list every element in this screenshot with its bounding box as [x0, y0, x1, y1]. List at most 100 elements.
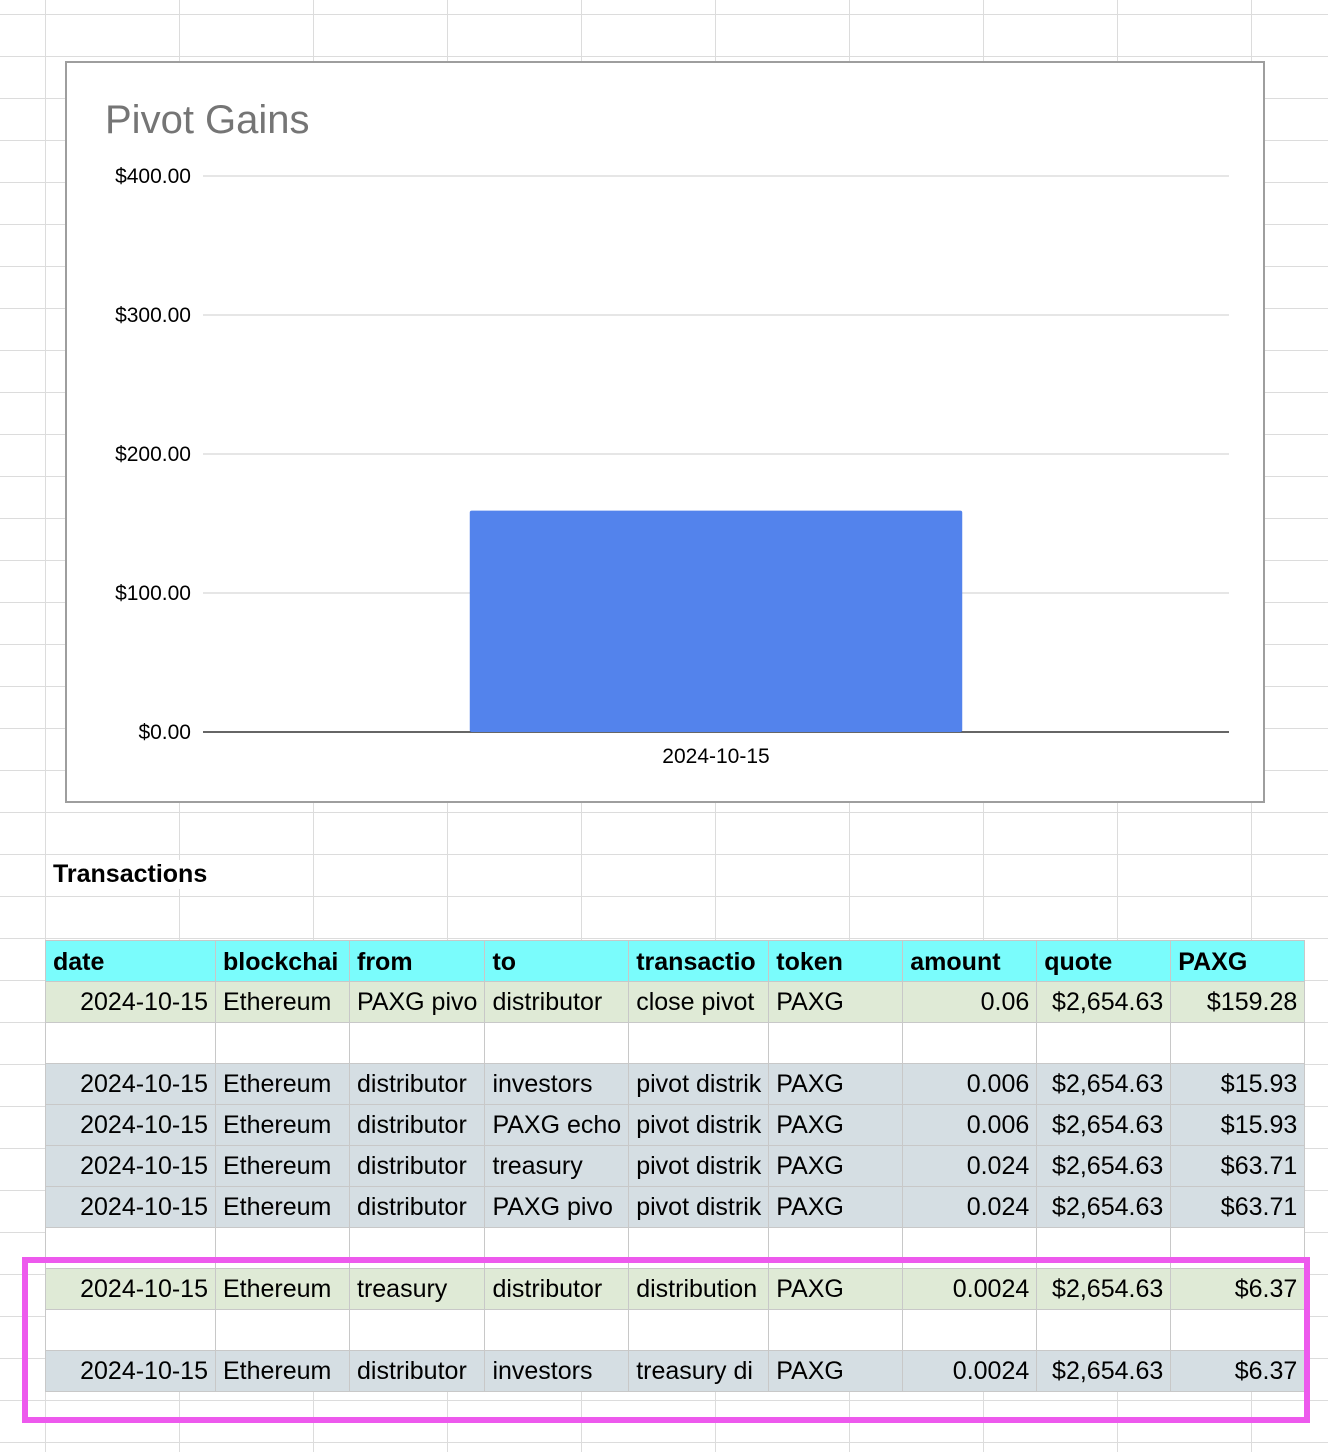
- cell-from[interactable]: [348, 1022, 486, 1064]
- cell-PAXG[interactable]: $63.71: [1170, 1145, 1306, 1187]
- cell-amount[interactable]: 0.024: [902, 1145, 1038, 1187]
- cell-token[interactable]: [768, 1022, 904, 1064]
- cell-PAXG[interactable]: $6.37: [1170, 1350, 1306, 1392]
- cell-date[interactable]: 2024-10-15: [45, 1268, 216, 1310]
- cell-amount[interactable]: [902, 1309, 1038, 1351]
- cell-quote[interactable]: $2,654.63: [1036, 1063, 1172, 1105]
- cell-to[interactable]: investors: [484, 1063, 630, 1105]
- bar[interactable]: [469, 510, 963, 732]
- cell-blockchain[interactable]: [215, 1227, 350, 1269]
- cell-to[interactable]: PAXG pivo: [484, 1186, 630, 1228]
- cell-blockchain[interactable]: Ethereum: [215, 981, 350, 1023]
- cell-transaction[interactable]: distribution: [628, 1268, 770, 1310]
- cell-blockchain[interactable]: [215, 1022, 350, 1064]
- cell-PAXG[interactable]: [1170, 1022, 1306, 1064]
- cell-quote[interactable]: $2,654.63: [1036, 1350, 1172, 1392]
- cell-quote[interactable]: [1036, 1227, 1172, 1269]
- cell-to[interactable]: PAXG echo: [484, 1104, 630, 1146]
- column-header-token[interactable]: token: [768, 940, 904, 982]
- cell-transaction[interactable]: pivot distrik: [628, 1186, 770, 1228]
- cell-transaction[interactable]: pivot distrik: [628, 1063, 770, 1105]
- cell-quote[interactable]: $2,654.63: [1036, 1186, 1172, 1228]
- column-header-transaction[interactable]: transactio: [628, 940, 770, 982]
- cell-blockchain[interactable]: [215, 1309, 350, 1351]
- cell-transaction[interactable]: treasury di: [628, 1350, 770, 1392]
- cell-date[interactable]: 2024-10-15: [45, 981, 216, 1023]
- cell-date[interactable]: 2024-10-15: [45, 1350, 216, 1392]
- cell-amount[interactable]: 0.006: [902, 1104, 1038, 1146]
- cell-blockchain[interactable]: Ethereum: [215, 1145, 350, 1187]
- chart[interactable]: Pivot Gains $0.00 $100.00 $200.00 $300.00 $4…: [65, 61, 1265, 803]
- cell-from[interactable]: distributor: [348, 1145, 486, 1187]
- column-header-amount[interactable]: amount: [902, 940, 1038, 982]
- cell-to[interactable]: [484, 1309, 630, 1351]
- cell-token[interactable]: PAXG: [768, 1104, 904, 1146]
- cell-quote[interactable]: [1036, 1309, 1172, 1351]
- cell-quote[interactable]: $2,654.63: [1036, 981, 1172, 1023]
- cell-from[interactable]: distributor: [348, 1350, 486, 1392]
- column-header-PAXG[interactable]: PAXG: [1170, 940, 1306, 982]
- cell-from[interactable]: PAXG pivo: [348, 981, 486, 1023]
- cell-token[interactable]: PAXG: [768, 1063, 904, 1105]
- cell-amount[interactable]: 0.06: [902, 981, 1038, 1023]
- cell-to[interactable]: [484, 1227, 630, 1269]
- cell-from[interactable]: [348, 1227, 486, 1269]
- cell-quote[interactable]: $2,654.63: [1036, 1145, 1172, 1187]
- cell-token[interactable]: PAXG: [768, 981, 904, 1023]
- cell-date[interactable]: 2024-10-15: [45, 1186, 216, 1228]
- cell-blockchain[interactable]: Ethereum: [215, 1063, 350, 1105]
- cell-to[interactable]: treasury: [484, 1145, 630, 1187]
- cell-amount[interactable]: [902, 1022, 1038, 1064]
- cell-to[interactable]: distributor: [484, 1268, 630, 1310]
- cell-quote[interactable]: $2,654.63: [1036, 1268, 1172, 1310]
- column-header-date[interactable]: date: [45, 940, 216, 982]
- cell-amount[interactable]: 0.006: [902, 1063, 1038, 1105]
- cell-from[interactable]: distributor: [348, 1104, 486, 1146]
- column-header-to[interactable]: to: [484, 940, 630, 982]
- cell-amount[interactable]: [902, 1227, 1038, 1269]
- column-header-quote[interactable]: quote: [1036, 940, 1172, 982]
- cell-transaction[interactable]: [628, 1022, 770, 1064]
- cell-blockchain[interactable]: Ethereum: [215, 1268, 350, 1310]
- cell-blockchain[interactable]: Ethereum: [215, 1350, 350, 1392]
- cell-token[interactable]: PAXG: [768, 1145, 904, 1187]
- cell-from[interactable]: distributor: [348, 1186, 486, 1228]
- cell-transaction[interactable]: pivot distrik: [628, 1145, 770, 1187]
- cell-token[interactable]: [768, 1227, 904, 1269]
- cell-from[interactable]: [348, 1309, 486, 1351]
- cell-PAXG[interactable]: [1170, 1227, 1306, 1269]
- cell-token[interactable]: PAXG: [768, 1268, 904, 1310]
- cell-to[interactable]: investors: [484, 1350, 630, 1392]
- cell-amount[interactable]: 0.024: [902, 1186, 1038, 1228]
- cell-token[interactable]: PAXG: [768, 1350, 904, 1392]
- cell-transaction[interactable]: [628, 1227, 770, 1269]
- cell-from[interactable]: treasury: [348, 1268, 486, 1310]
- cell-blockchain[interactable]: Ethereum: [215, 1104, 350, 1146]
- cell-from[interactable]: distributor: [348, 1063, 486, 1105]
- cell-token[interactable]: PAXG: [768, 1186, 904, 1228]
- cell-to[interactable]: [484, 1022, 630, 1064]
- cell-to[interactable]: distributor: [484, 981, 630, 1023]
- cell-amount[interactable]: 0.0024: [902, 1268, 1038, 1310]
- cell-date[interactable]: 2024-10-15: [45, 1063, 216, 1105]
- cell-PAXG[interactable]: $15.93: [1170, 1104, 1306, 1146]
- cell-PAXG[interactable]: $6.37: [1170, 1268, 1306, 1310]
- cell-PAXG[interactable]: $63.71: [1170, 1186, 1306, 1228]
- cell-transaction[interactable]: pivot distrik: [628, 1104, 770, 1146]
- cell-PAXG[interactable]: [1170, 1309, 1306, 1351]
- cell-PAXG[interactable]: $159.28: [1170, 981, 1306, 1023]
- cell-date[interactable]: [45, 1227, 216, 1269]
- cell-token[interactable]: [768, 1309, 904, 1351]
- column-header-blockchain[interactable]: blockchai: [215, 940, 350, 982]
- cell-transaction[interactable]: close pivot: [628, 981, 770, 1023]
- cell-date[interactable]: [45, 1309, 216, 1351]
- column-header-from[interactable]: from: [348, 940, 486, 982]
- cell-amount[interactable]: 0.0024: [902, 1350, 1038, 1392]
- cell-date[interactable]: 2024-10-15: [45, 1145, 216, 1187]
- cell-blockchain[interactable]: Ethereum: [215, 1186, 350, 1228]
- cell-date[interactable]: 2024-10-15: [45, 1104, 216, 1146]
- cell-date[interactable]: [45, 1022, 216, 1064]
- cell-PAXG[interactable]: $15.93: [1170, 1063, 1306, 1105]
- cell-quote[interactable]: $2,654.63: [1036, 1104, 1172, 1146]
- cell-quote[interactable]: [1036, 1022, 1172, 1064]
